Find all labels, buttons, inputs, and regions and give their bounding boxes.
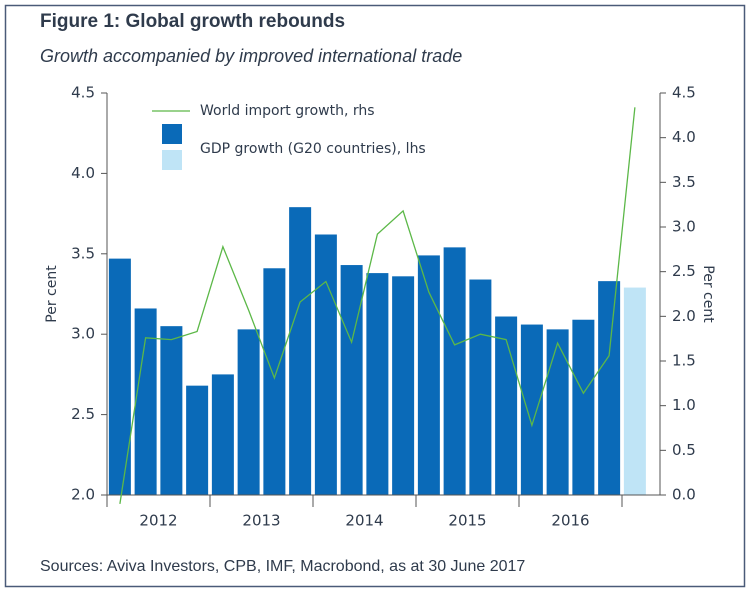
y2-tick-label: 0.0 bbox=[672, 486, 696, 504]
bar bbox=[598, 281, 621, 495]
x-tick-label: 2012 bbox=[139, 512, 177, 530]
y-tick-label: 4.5 bbox=[71, 84, 95, 102]
chart-title: Figure 1: Global growth rebounds bbox=[40, 11, 345, 32]
y-axis-label: Per cent bbox=[44, 265, 60, 323]
bar bbox=[108, 258, 131, 495]
bar bbox=[289, 207, 312, 495]
bar bbox=[520, 324, 543, 495]
chart-subtitle: Growth accompanied by improved internati… bbox=[40, 46, 462, 66]
x-tick-label: 2015 bbox=[448, 512, 486, 530]
y2-tick-label: 0.5 bbox=[672, 441, 696, 459]
bar bbox=[366, 273, 389, 495]
y2-tick-label: 2.0 bbox=[672, 307, 696, 325]
y-tick-label: 2.5 bbox=[71, 405, 95, 423]
bar bbox=[623, 287, 646, 495]
bar bbox=[340, 265, 363, 495]
y2-tick-label: 1.5 bbox=[672, 352, 696, 370]
y2-tick-label: 3.0 bbox=[672, 218, 696, 236]
y2-tick-label: 2.5 bbox=[672, 262, 696, 280]
y2-tick-label: 4.5 bbox=[672, 84, 696, 102]
source: Sources: Aviva Investors, CPB, IMF, Macr… bbox=[40, 558, 525, 575]
y-tick-label: 3.0 bbox=[71, 325, 95, 343]
bar bbox=[572, 319, 595, 495]
bar bbox=[263, 268, 286, 495]
bar bbox=[186, 385, 209, 495]
bar bbox=[211, 374, 234, 495]
line bbox=[119, 107, 636, 504]
x-tick-label: 2013 bbox=[242, 512, 280, 530]
legend-swatch bbox=[162, 124, 182, 144]
y-tick-label: 3.5 bbox=[71, 244, 95, 262]
frame bbox=[4, 4, 746, 588]
legend-label: GDP growth (G20 countries), lhs bbox=[200, 141, 426, 157]
bar bbox=[392, 276, 415, 495]
legend-label: World import growth, rhs bbox=[200, 103, 375, 119]
x-tick-label: 2014 bbox=[345, 512, 383, 530]
bar bbox=[469, 279, 492, 495]
y-tick-label: 4.0 bbox=[71, 164, 95, 182]
bar bbox=[237, 329, 260, 495]
bar bbox=[443, 247, 466, 495]
y-tick-label: 2.0 bbox=[71, 486, 95, 504]
bar bbox=[495, 316, 518, 495]
y2-axis-label: Per cent bbox=[700, 265, 716, 323]
bar bbox=[160, 326, 183, 495]
bar bbox=[134, 308, 157, 495]
y2-tick-label: 3.5 bbox=[672, 173, 696, 191]
legend-swatch bbox=[162, 150, 182, 170]
bar bbox=[314, 234, 337, 495]
bar bbox=[417, 255, 440, 495]
y2-tick-label: 4.0 bbox=[672, 128, 696, 146]
y2-tick-label: 1.0 bbox=[672, 396, 696, 414]
bar bbox=[546, 329, 569, 495]
x-tick-label: 2016 bbox=[551, 512, 589, 530]
